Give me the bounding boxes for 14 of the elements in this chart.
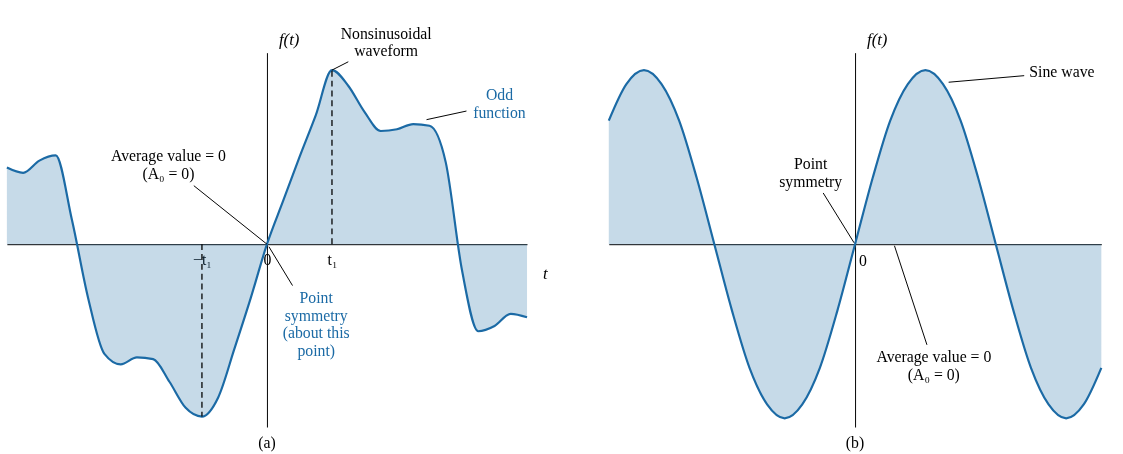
- y-axis-title: f(t): [866, 30, 888, 50]
- annotation: Average value = 0 (A₀ = 0): [876, 347, 992, 384]
- annotation: Average value = 0 (A₀ = 0): [111, 147, 226, 184]
- annotation: Odd function: [473, 85, 526, 121]
- annotation: Point symmetry: [779, 154, 843, 191]
- annotation: Point symmetry (about this point): [282, 288, 350, 361]
- text: (a): [258, 433, 276, 452]
- text: (b): [845, 433, 865, 452]
- x-axis-title: t: [542, 264, 548, 284]
- x-tick-label: −t₁: [193, 251, 212, 269]
- annotation: Sine wave: [1029, 63, 1095, 81]
- annotation: Nonsinusoidal waveform: [340, 24, 433, 60]
- y-axis-title: f(t): [278, 30, 300, 50]
- x-tick-label: t₁: [327, 251, 338, 269]
